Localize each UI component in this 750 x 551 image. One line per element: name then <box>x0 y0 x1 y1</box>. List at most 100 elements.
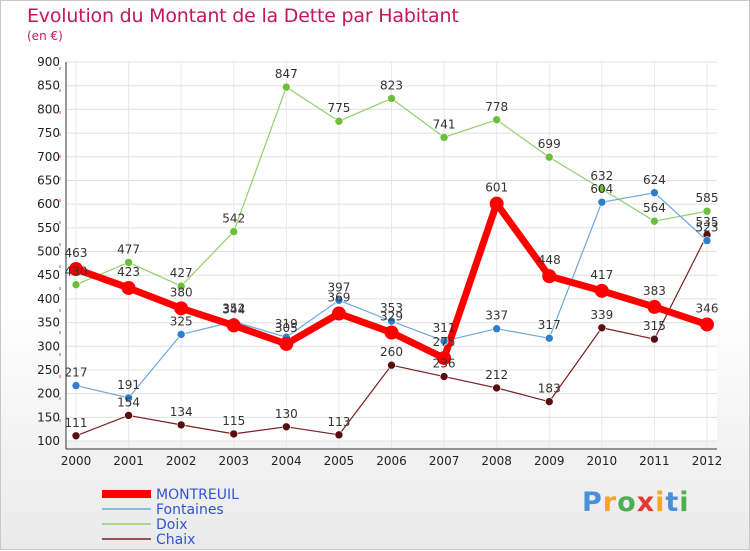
data-label-montreuil: 380 <box>170 285 193 299</box>
data-label-montreuil: 369 <box>327 291 350 305</box>
data-point-doix <box>229 227 239 236</box>
data-point-fontaines <box>597 197 607 207</box>
data-point-doix <box>702 206 712 216</box>
data-label-chaix: 134 <box>170 405 193 419</box>
x-tick-label: 2011 <box>639 454 670 468</box>
data-point-montreuil <box>331 306 346 321</box>
y-tick-label: 200 <box>37 387 60 401</box>
data-point-fontaines <box>124 393 133 403</box>
data-label-chaix: 212 <box>485 368 508 382</box>
data-label-montreuil: 448 <box>538 253 561 267</box>
data-label-chaix: 111 <box>65 416 88 430</box>
data-point-montreuil <box>542 269 557 284</box>
data-point-chaix <box>176 420 186 430</box>
logo-letter: i <box>679 487 690 518</box>
data-label-doix: 699 <box>538 137 561 151</box>
data-label-fontaines: 604 <box>590 182 613 196</box>
data-label-montreuil: 275 <box>433 335 456 349</box>
y-tick-label: 350 <box>37 316 60 330</box>
logo-letter: o <box>617 487 637 518</box>
data-label-fontaines: 523 <box>696 221 719 235</box>
x-tick-label: 2009 <box>534 454 565 468</box>
data-label-montreuil: 601 <box>485 181 508 195</box>
data-label-montreuil: 344 <box>222 302 245 316</box>
data-label-doix: 741 <box>433 117 456 131</box>
legend-label-montreuil: MONTREUIL <box>156 487 239 503</box>
data-label-doix: 823 <box>380 78 403 92</box>
y-tick-label: 500 <box>37 245 60 259</box>
data-label-chaix: 260 <box>380 345 403 359</box>
data-point-fontaines <box>492 324 501 334</box>
y-tick-label: 850 <box>37 79 60 93</box>
data-point-montreuil <box>594 283 609 298</box>
data-point-chaix <box>650 334 659 344</box>
data-point-montreuil <box>384 325 399 340</box>
x-tick-label: 2007 <box>429 454 460 468</box>
data-point-doix <box>650 216 659 226</box>
y-tick-label: 900 <box>37 55 60 69</box>
data-point-doix <box>282 82 291 92</box>
y-tick-label: 400 <box>37 292 60 306</box>
x-tick-label: 2003 <box>218 454 249 468</box>
data-point-montreuil <box>121 280 136 295</box>
data-label-doix: 778 <box>485 100 508 114</box>
y-tick-label: 750 <box>37 126 60 140</box>
data-point-montreuil <box>437 351 452 366</box>
data-label-chaix: 115 <box>222 414 245 428</box>
data-label-doix: 585 <box>696 191 719 205</box>
data-point-fontaines <box>176 330 186 339</box>
data-label-montreuil: 383 <box>643 284 666 298</box>
data-label-fontaines: 397 <box>327 280 350 294</box>
data-point-chaix <box>597 323 607 333</box>
data-point-fontaines <box>544 333 554 343</box>
data-label-fontaines: 624 <box>643 173 666 187</box>
data-label-doix: 775 <box>327 101 350 115</box>
data-label-fontaines: 311 <box>433 321 456 335</box>
data-point-chaix <box>71 431 81 441</box>
data-point-fontaines <box>71 381 81 390</box>
data-point-montreuil <box>489 196 504 211</box>
data-point-montreuil <box>279 336 294 351</box>
data-label-fontaines: 352 <box>222 302 245 316</box>
y-tick-label: 250 <box>37 363 60 377</box>
data-label-montreuil: 346 <box>696 301 719 315</box>
data-label-chaix: 315 <box>643 319 666 333</box>
data-point-doix <box>597 184 607 194</box>
data-point-montreuil <box>174 301 189 316</box>
data-label-chaix: 236 <box>433 357 456 371</box>
data-label-fontaines: 319 <box>275 317 298 331</box>
x-tick-label: 2012 <box>692 454 723 468</box>
data-point-montreuil <box>647 299 662 314</box>
data-label-fontaines: 191 <box>117 378 140 392</box>
data-label-chaix: 130 <box>275 407 298 421</box>
data-label-doix: 427 <box>170 266 193 280</box>
data-point-doix <box>439 133 449 142</box>
y-tick-label: 150 <box>37 410 60 424</box>
data-label-fontaines: 325 <box>170 314 193 328</box>
y-tick-label: 300 <box>37 339 60 353</box>
data-label-chaix: 339 <box>590 308 613 322</box>
x-tick-label: 2010 <box>587 454 618 468</box>
chart-unit-label: (en €) <box>27 29 63 43</box>
y-tick-label: 650 <box>37 173 60 187</box>
data-label-chaix: 154 <box>117 395 140 409</box>
data-point-chaix <box>387 360 396 370</box>
data-point-chaix <box>229 429 239 439</box>
y-tick-label: 700 <box>37 150 60 164</box>
logo-letter: t <box>665 487 680 518</box>
data-point-doix <box>71 280 81 289</box>
y-tick-label: 800 <box>37 102 60 116</box>
x-tick-label: 2008 <box>481 454 512 468</box>
data-point-doix <box>124 258 133 267</box>
logo-letter: x <box>636 487 656 518</box>
data-point-doix <box>334 116 344 126</box>
chart-title: Evolution du Montant de la Dette par Hab… <box>27 5 459 27</box>
x-tick-label: 2001 <box>113 454 144 468</box>
data-label-montreuil: 423 <box>117 265 140 279</box>
data-point-doix <box>176 281 186 291</box>
data-label-doix: 847 <box>275 67 298 81</box>
data-point-chaix <box>334 430 344 440</box>
data-label-fontaines: 353 <box>380 301 403 315</box>
